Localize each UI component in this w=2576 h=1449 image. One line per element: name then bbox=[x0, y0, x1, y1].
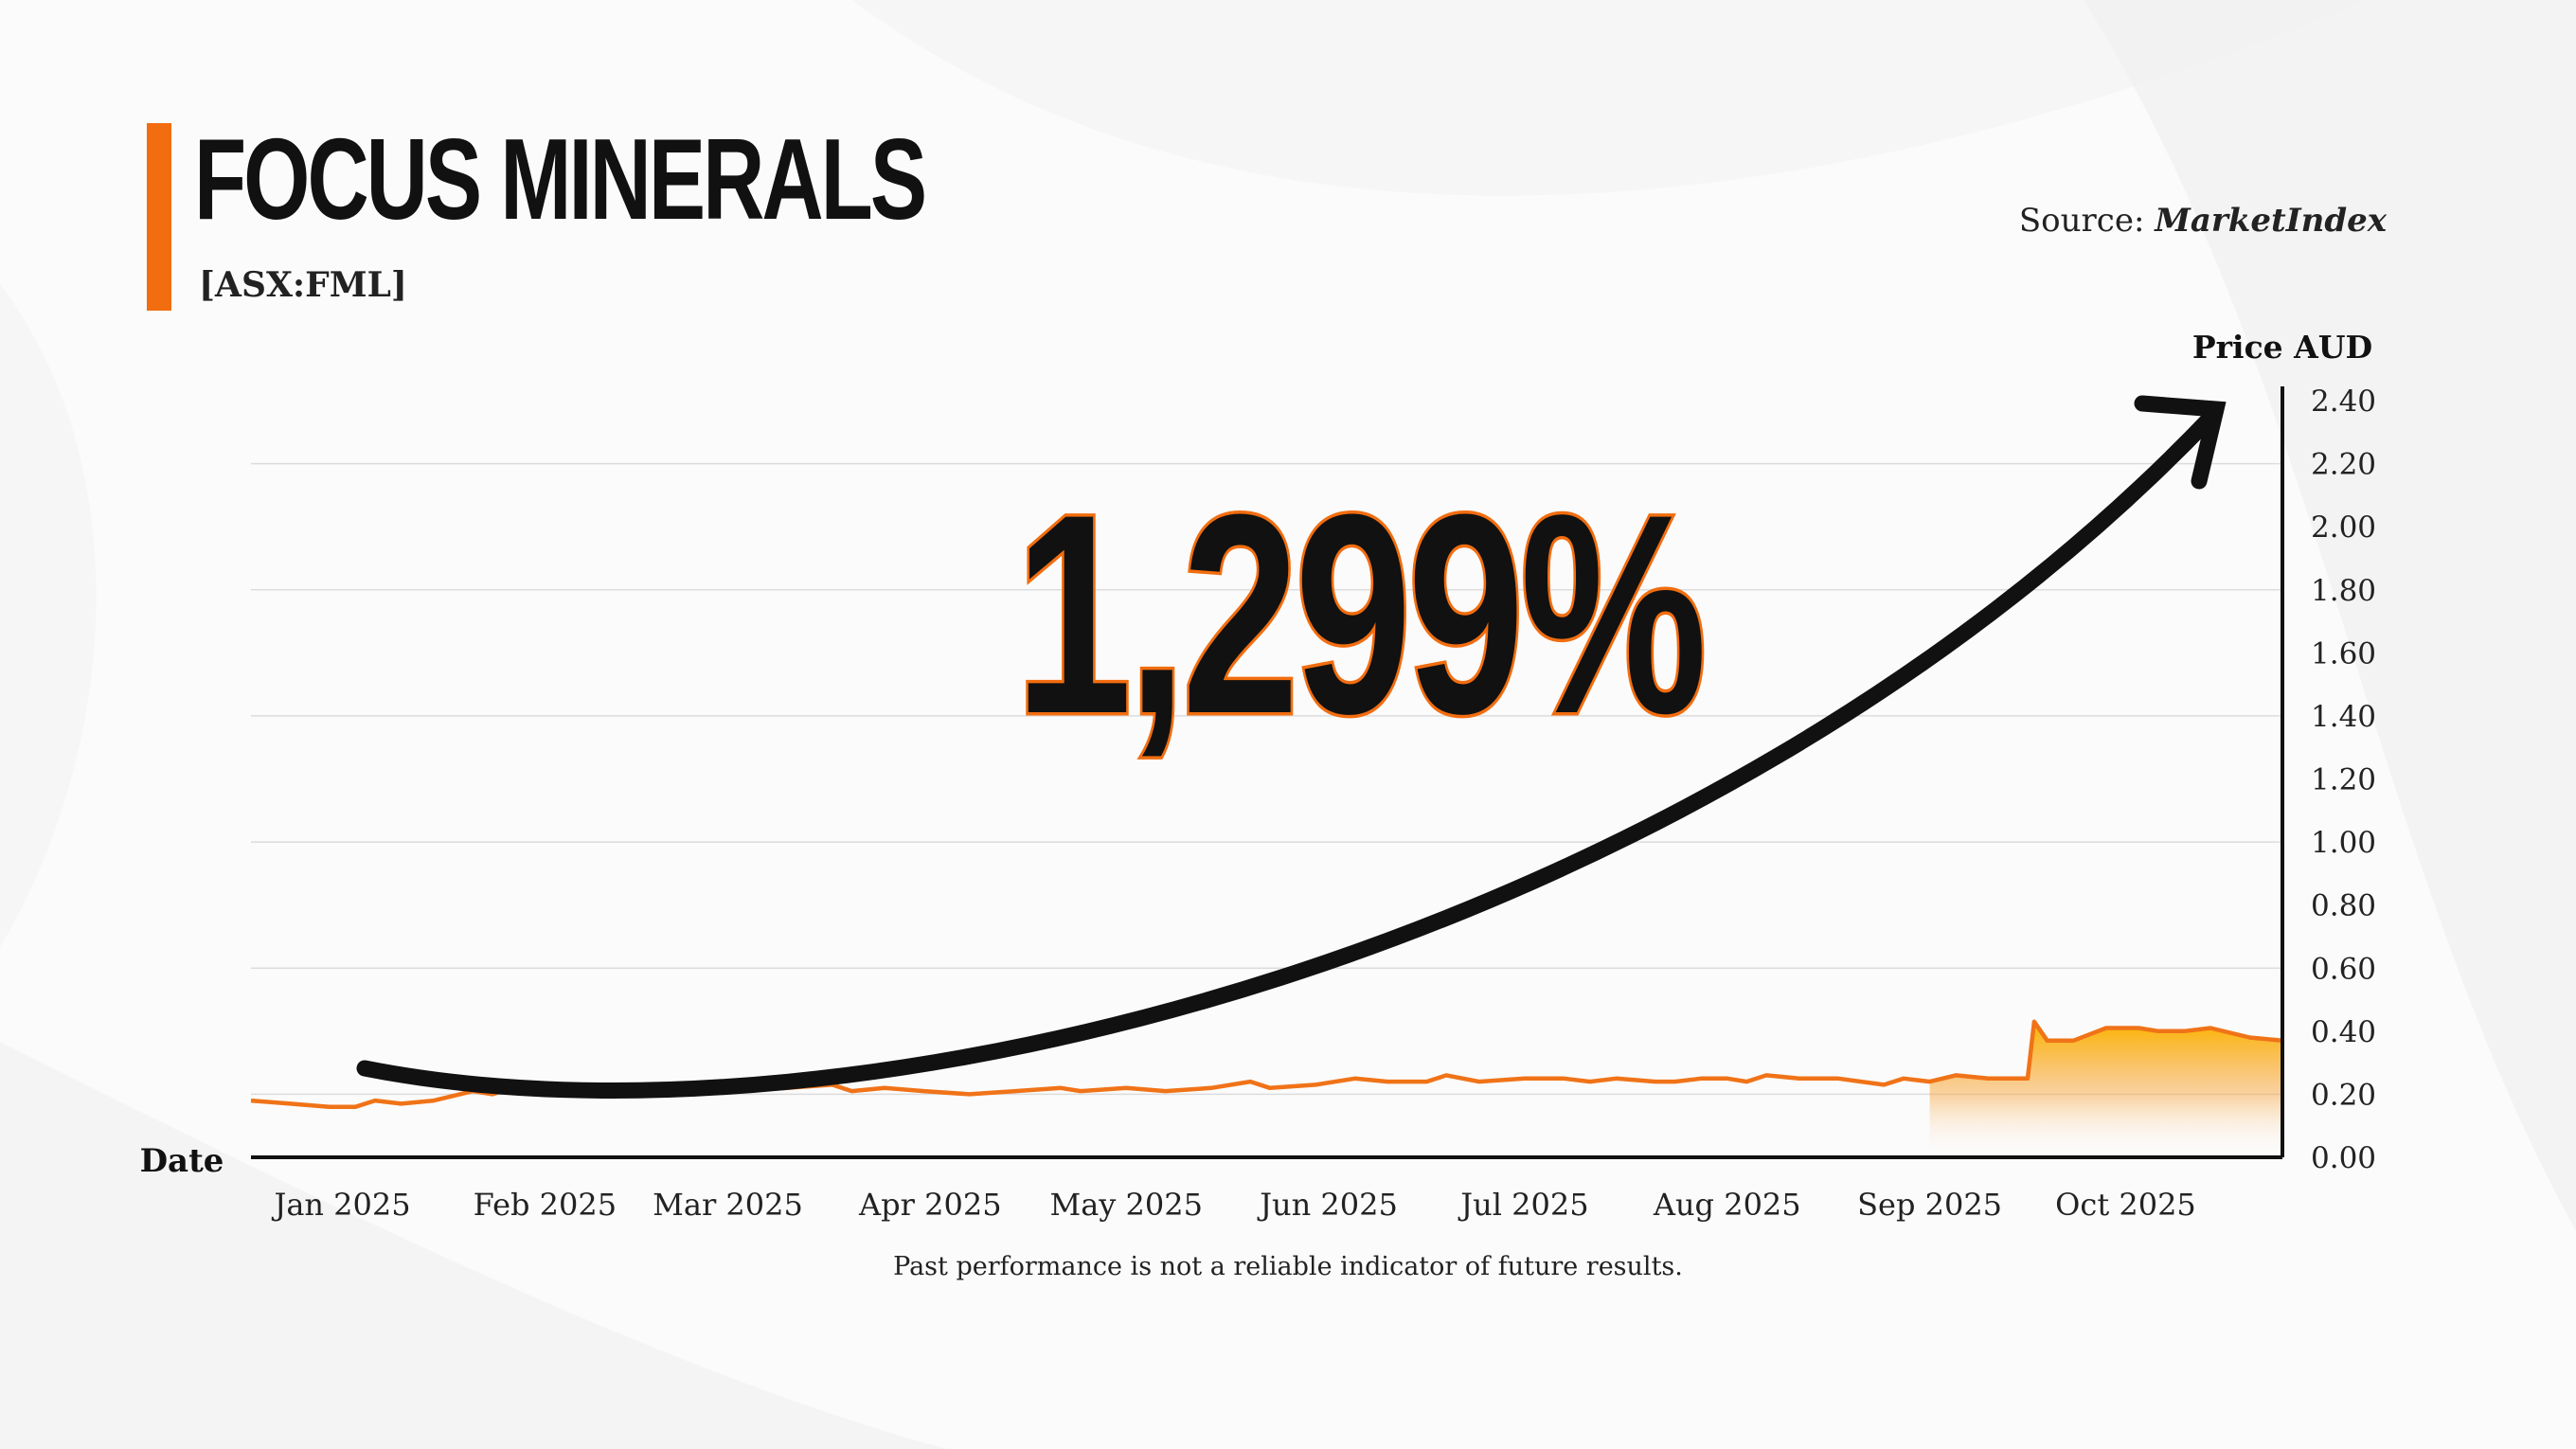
x-axis-ticks: Jan 2025 Feb 2025 Mar 2025 Apr 2025 May 2025… bbox=[271, 1187, 2195, 1223]
x-tick-label: Sep 2025 bbox=[1857, 1187, 2002, 1223]
grid-lines bbox=[251, 462, 2282, 1096]
source-label: Source: bbox=[2018, 202, 2145, 240]
page-title: FOCUS MINERALS bbox=[194, 115, 927, 243]
source-name: MarketIndex bbox=[2155, 202, 2387, 240]
x-tick-label: Mar 2025 bbox=[653, 1187, 803, 1223]
x-tick-label: Jan 2025 bbox=[271, 1187, 410, 1223]
y-tick-label: 1.20 bbox=[2311, 763, 2376, 797]
growth-arrow-head bbox=[2134, 395, 2227, 490]
x-tick-label: Jul 2025 bbox=[1458, 1187, 1588, 1223]
y-axis-label: Price AUD bbox=[2192, 329, 2372, 366]
y-tick-label: 2.00 bbox=[2311, 510, 2376, 545]
y-tick-label: 0.00 bbox=[2311, 1141, 2376, 1175]
x-axis-label: Date bbox=[140, 1142, 224, 1180]
x-tick-label: Aug 2025 bbox=[1653, 1187, 1801, 1223]
growth-percent-callout: 1,299% bbox=[1015, 455, 1705, 772]
x-tick-label: Jun 2025 bbox=[1257, 1187, 1398, 1223]
price-area bbox=[1929, 1021, 2282, 1157]
ticker-symbol: [ASX:FML] bbox=[199, 265, 407, 305]
disclaimer: Past performance is not a reliable indic… bbox=[893, 1252, 1683, 1281]
y-tick-label: 1.00 bbox=[2311, 826, 2376, 860]
y-tick-label: 0.40 bbox=[2311, 1015, 2376, 1049]
title-accent-bar bbox=[147, 123, 171, 311]
y-tick-label: 1.40 bbox=[2311, 700, 2376, 734]
x-tick-label: Feb 2025 bbox=[474, 1187, 617, 1223]
y-tick-label: 2.40 bbox=[2311, 385, 2376, 419]
y-tick-label: 0.80 bbox=[2311, 889, 2376, 923]
y-tick-label: 2.20 bbox=[2311, 448, 2376, 482]
y-tick-label: 1.80 bbox=[2311, 574, 2376, 608]
y-axis-ticks: 0.00 0.20 0.40 0.60 0.80 1.00 1.20 1.40 1.60 1.80… bbox=[2311, 385, 2376, 1175]
growth-arrow-curve bbox=[356, 408, 2220, 1099]
x-tick-label: May 2025 bbox=[1049, 1187, 1203, 1223]
y-tick-label: 0.60 bbox=[2311, 952, 2376, 986]
source-credit: Source: MarketIndex bbox=[2019, 202, 2387, 240]
x-tick-label: Oct 2025 bbox=[2055, 1187, 2196, 1223]
axes bbox=[251, 386, 2284, 1159]
y-tick-label: 0.20 bbox=[2311, 1078, 2376, 1112]
y-tick-label: 1.60 bbox=[2311, 636, 2376, 671]
x-tick-label: Apr 2025 bbox=[858, 1187, 1002, 1223]
